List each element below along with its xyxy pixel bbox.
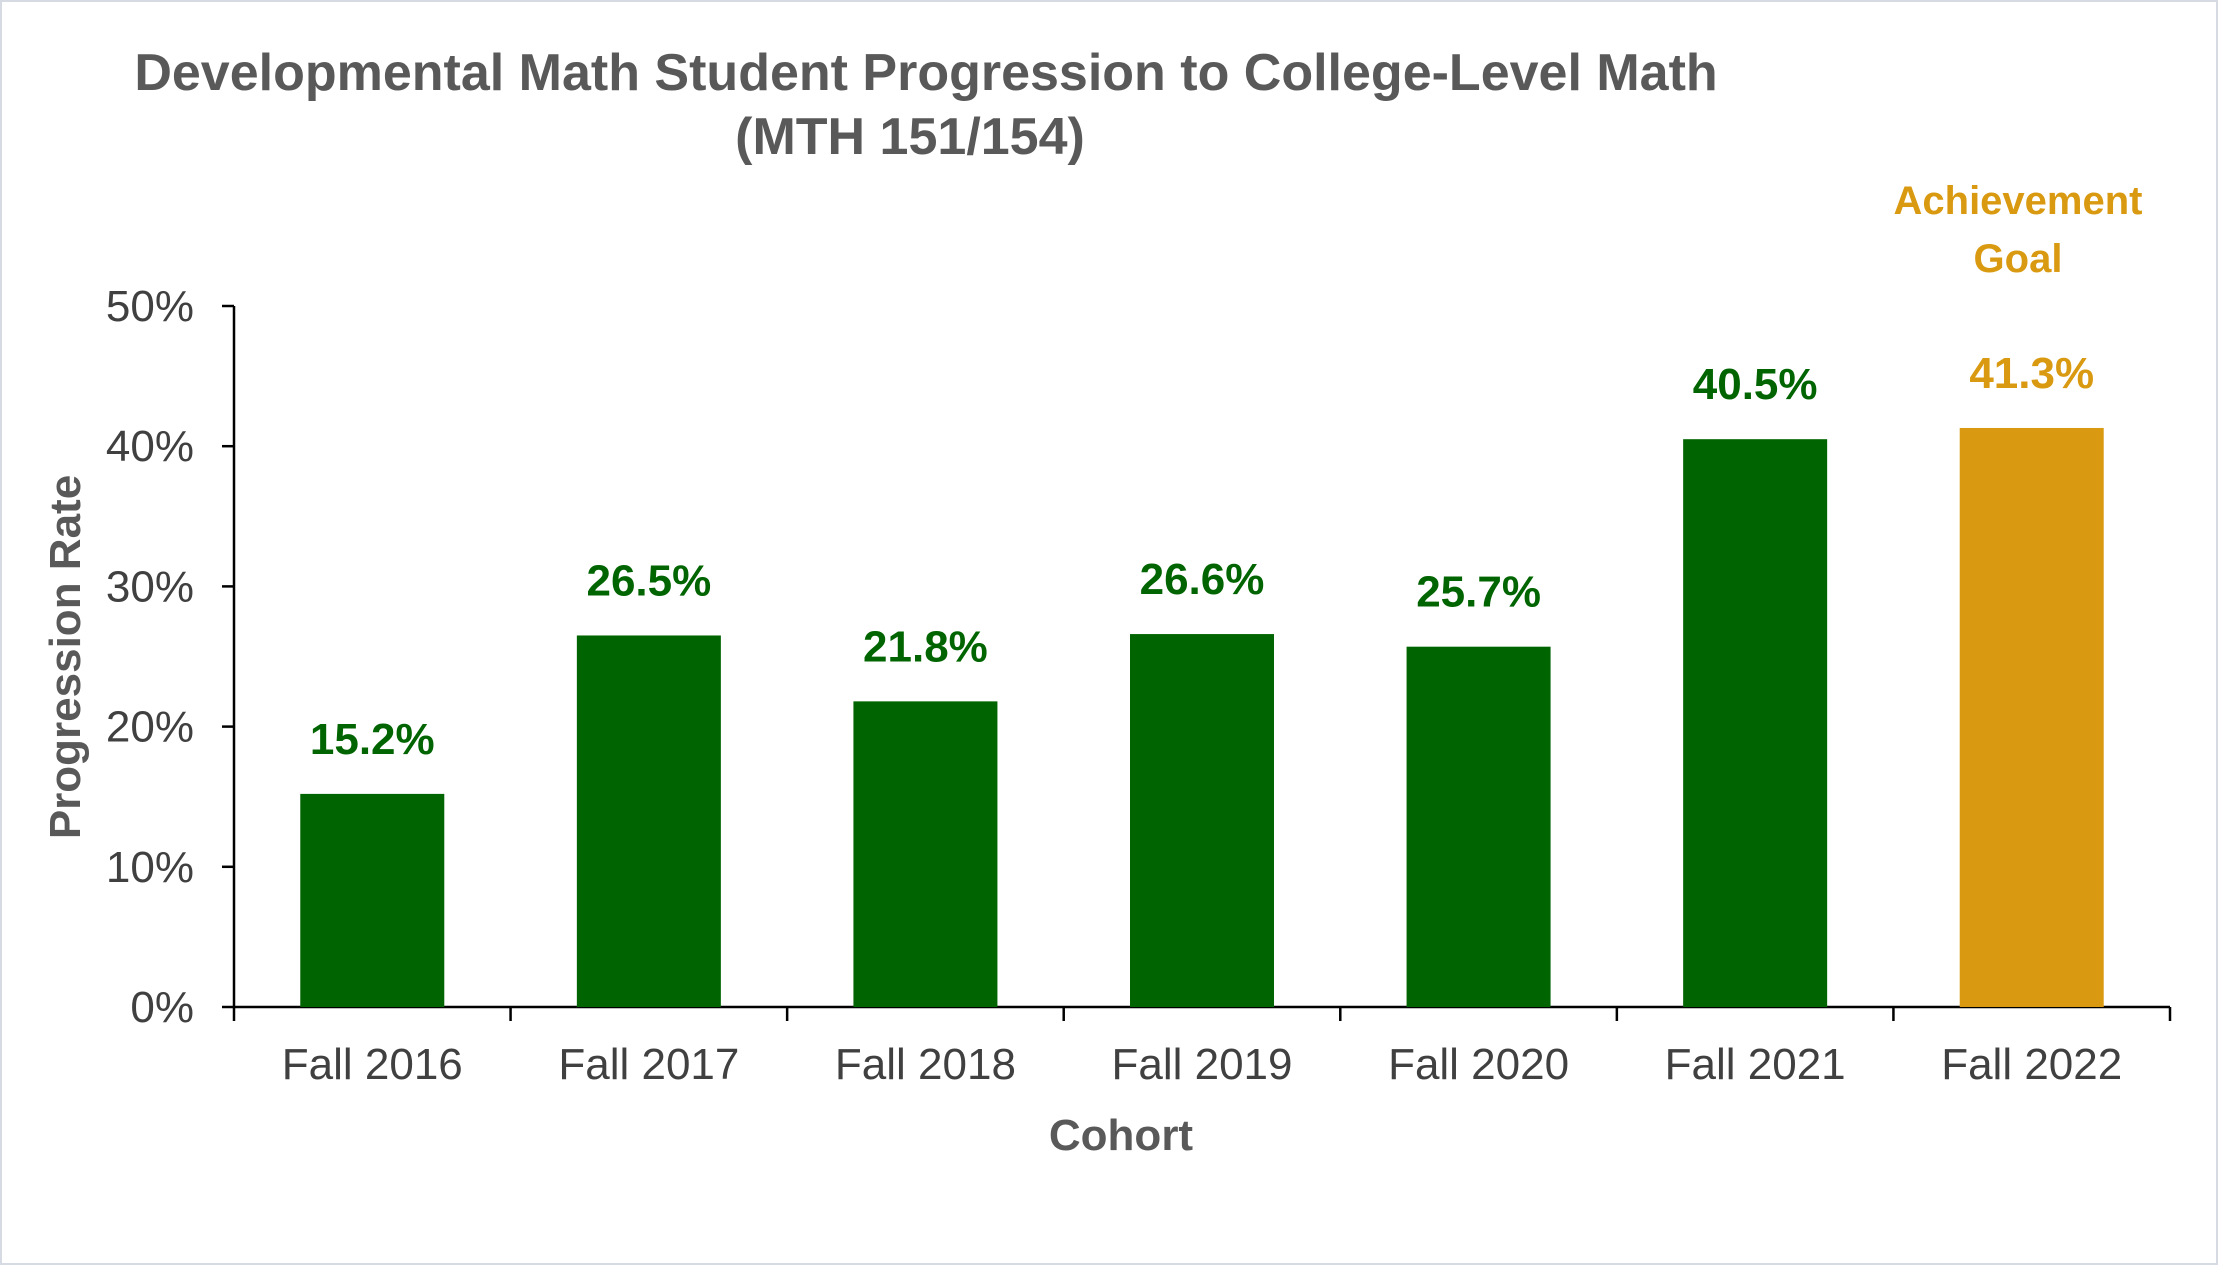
data-label: 41.3%: [1969, 349, 2094, 398]
data-label: 15.2%: [310, 715, 435, 764]
bar: [1683, 439, 1828, 1007]
y-axis-title: Progression Rate: [41, 475, 90, 839]
x-tick-label: Fall 2017: [558, 1040, 739, 1089]
y-tick-label: 0%: [130, 983, 194, 1032]
bar: [1959, 427, 2104, 1007]
x-tick-label: Fall 2019: [1111, 1040, 1292, 1089]
y-tick-label: 40%: [106, 422, 194, 471]
x-tick-label: Fall 2018: [835, 1040, 1016, 1089]
data-label: 21.8%: [863, 622, 988, 671]
bar: [853, 701, 998, 1007]
y-tick-label: 30%: [106, 562, 194, 611]
plot-area: 0% 10% 20% 30% 40% 50% 15.2% Fall 2016 26.5% Fall…: [106, 282, 2172, 1089]
x-tick-label: Fall 2022: [1941, 1040, 2122, 1089]
achievement-goal-annotation: Achievement: [1894, 179, 2143, 223]
bar: [1406, 646, 1551, 1007]
data-label: 26.5%: [586, 556, 711, 605]
y-tick-label: 20%: [106, 703, 194, 752]
bar: [576, 635, 721, 1007]
chart-title: Developmental Math Student Progression t…: [134, 44, 1717, 102]
x-tick-label: Fall 2020: [1388, 1040, 1569, 1089]
x-axis-title: Cohort: [1049, 1111, 1194, 1160]
bar: [1130, 634, 1274, 1007]
x-tick-label: Fall 2016: [282, 1040, 463, 1089]
achievement-goal-annotation-line2: Goal: [1974, 237, 2063, 281]
chart-title-line2: (MTH 151/154): [735, 108, 1085, 166]
y-tick-label: 50%: [106, 282, 194, 331]
x-tick-label: Fall 2021: [1665, 1040, 1846, 1089]
data-label: 25.7%: [1416, 568, 1541, 617]
bar: [300, 793, 445, 1007]
data-label: 40.5%: [1693, 360, 1818, 409]
data-label: 26.6%: [1140, 555, 1265, 604]
y-tick-label: 10%: [106, 843, 194, 892]
